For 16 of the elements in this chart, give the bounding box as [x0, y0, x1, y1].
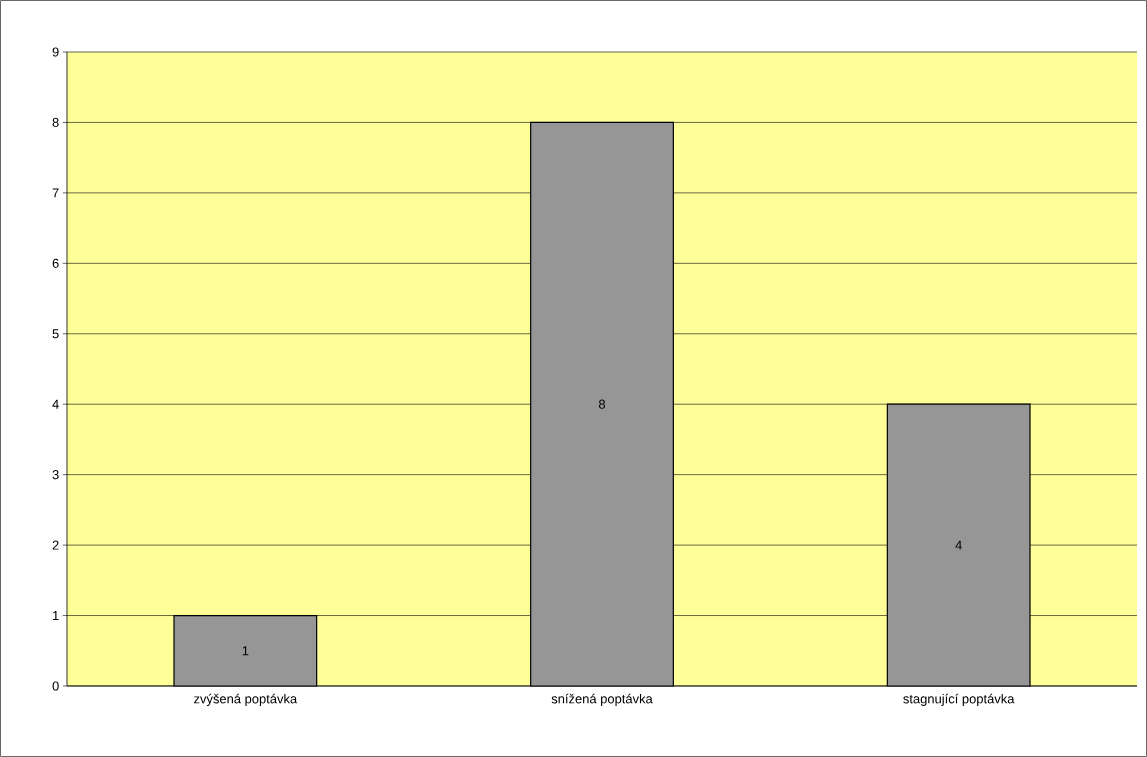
- data-label: 1: [242, 646, 249, 656]
- y-tick-label: 0: [52, 681, 59, 691]
- y-tick-label: 9: [52, 47, 59, 57]
- y-tick-label: 1: [53, 611, 59, 620]
- y-tick-label: 4: [52, 399, 59, 409]
- x-tick-label: zvýšená poptávka: [194, 693, 298, 706]
- data-label: 8: [598, 399, 606, 409]
- y-tick-label: 5: [52, 329, 59, 339]
- x-tick-label: snížená poptávka: [551, 693, 653, 706]
- y-tick-label: 3: [52, 470, 59, 480]
- y-tick-label: 6: [52, 258, 59, 268]
- x-tick-label: stagnující poptávka: [903, 693, 1015, 706]
- y-tick-label: 7: [52, 188, 59, 198]
- y-tick-label: 8: [52, 117, 59, 128]
- y-tick-label: 2: [52, 540, 59, 550]
- data-label: 4: [955, 540, 962, 550]
